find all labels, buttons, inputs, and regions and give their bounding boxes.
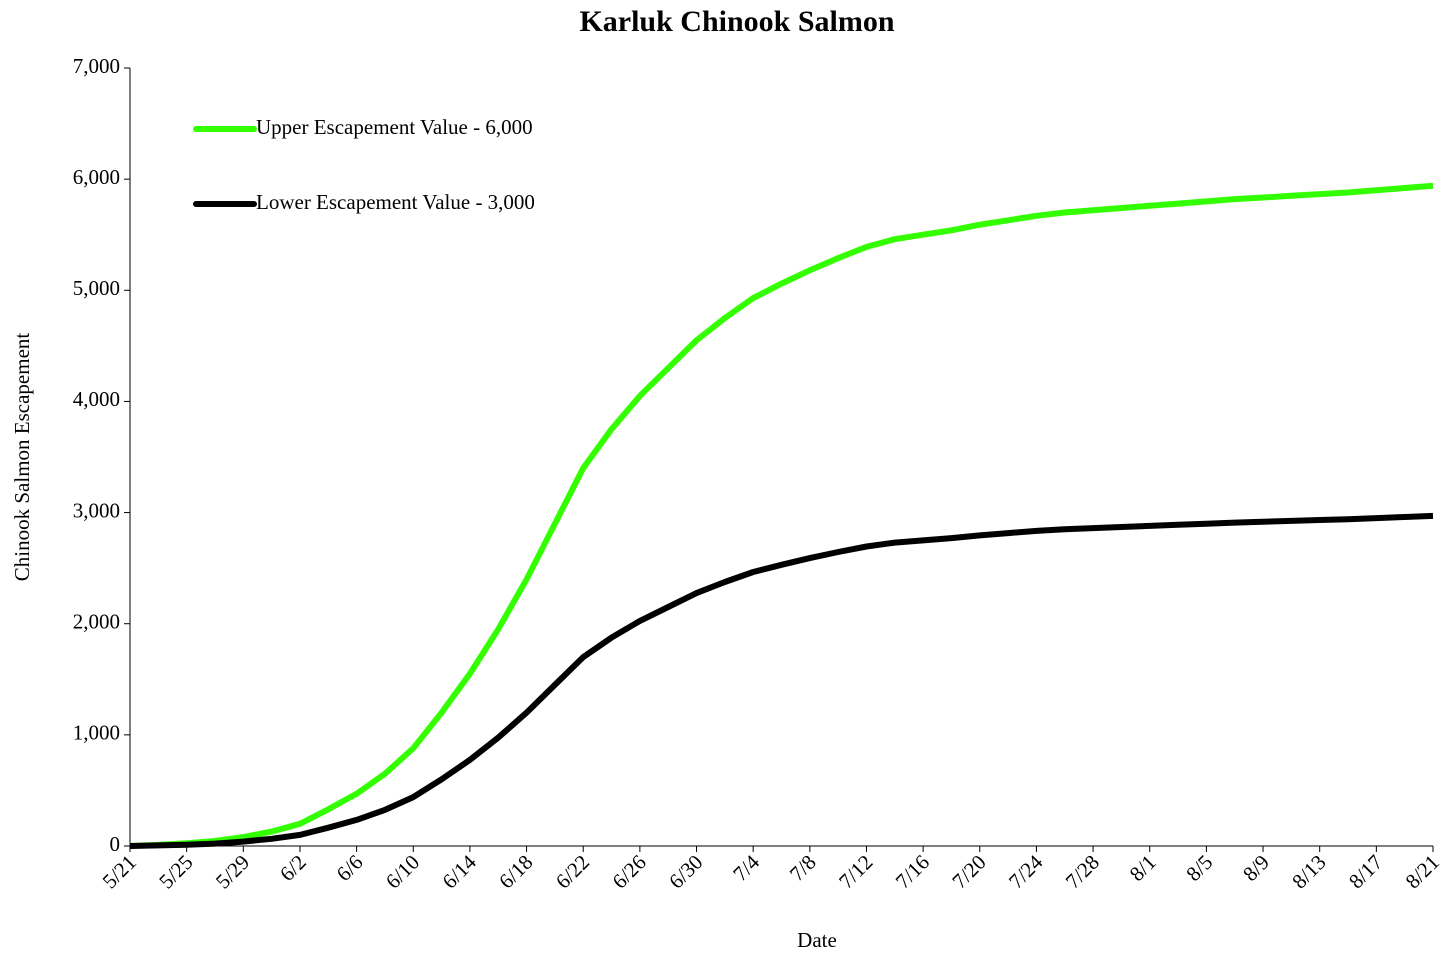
x-tick-label: 8/17: [1344, 850, 1387, 893]
x-tick-label: 8/1: [1125, 850, 1161, 886]
x-tick-label: 7/16: [891, 850, 934, 893]
y-tick-label: 2,000: [73, 610, 120, 634]
y-tick-label: 7,000: [73, 54, 120, 78]
y-tick-label: 1,000: [73, 721, 120, 745]
x-tick-label: 6/2: [275, 850, 311, 886]
x-tick-label: 6/10: [381, 850, 424, 893]
x-tick-label: 6/6: [332, 850, 368, 886]
chart-title: Karluk Chinook Salmon: [579, 5, 894, 38]
x-tick-label: 7/20: [947, 850, 990, 893]
x-tick-label: 7/12: [834, 850, 877, 893]
x-tick-label: 6/26: [607, 850, 650, 893]
x-tick-label: 6/18: [494, 850, 537, 893]
x-tick-label: 8/9: [1238, 850, 1274, 886]
x-tick-label: 7/4: [728, 850, 764, 886]
x-tick-label: 7/28: [1061, 850, 1104, 893]
y-axis-label: Chinook Salmon Escapement: [10, 333, 34, 582]
x-tick-label: 5/21: [98, 850, 141, 893]
y-tick-label: 3,000: [73, 498, 120, 522]
x-tick-label: 8/21: [1401, 850, 1444, 893]
series-line: [129, 512, 1434, 849]
y-tick-label: 0: [110, 832, 121, 856]
x-tick-label: 6/30: [664, 850, 707, 893]
legend-label: Upper Escapement Value - 6,000: [256, 115, 533, 139]
series-line: [129, 182, 1434, 849]
y-tick-label: 5,000: [73, 276, 120, 300]
x-tick-label: 7/8: [785, 850, 821, 886]
x-tick-label: 8/13: [1287, 850, 1330, 893]
y-tick-label: 6,000: [73, 165, 120, 189]
y-tick-label: 4,000: [73, 387, 120, 411]
x-tick-label: 5/29: [211, 850, 254, 893]
x-tick-label: 6/14: [437, 850, 481, 894]
x-tick-label: 7/24: [1004, 850, 1048, 894]
x-tick-label: 8/5: [1181, 850, 1217, 886]
x-tick-label: 6/22: [551, 850, 594, 893]
x-axis-label: Date: [797, 928, 837, 952]
legend-label: Lower Escapement Value - 3,000: [256, 190, 535, 214]
x-tick-label: 5/25: [154, 850, 197, 893]
